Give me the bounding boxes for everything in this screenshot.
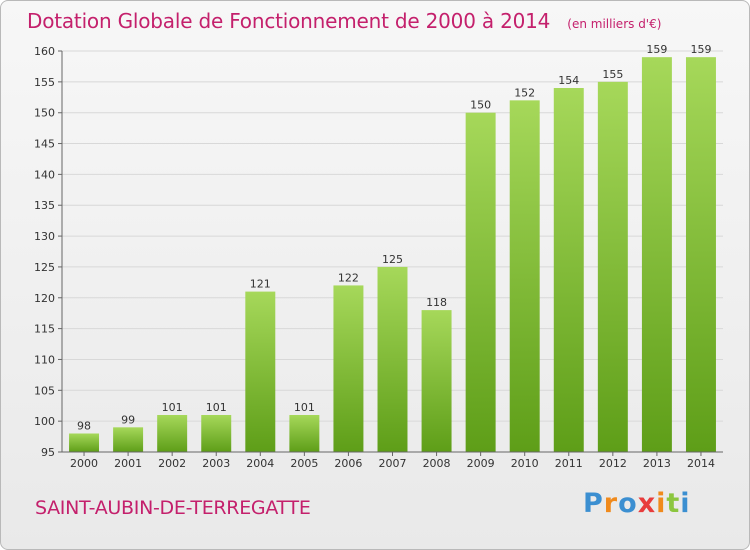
bar [685,57,716,453]
data-label: 101 [294,401,315,414]
y-tick-label: 130 [34,230,55,243]
x-tick-label: 2006 [334,457,362,470]
x-tick-label: 2010 [511,457,539,470]
x-tick-label: 2011 [555,457,583,470]
y-tick-label: 150 [34,107,55,120]
y-tick-label: 95 [41,446,55,459]
x-tick-label: 2013 [643,457,671,470]
data-label: 118 [426,296,447,309]
data-label: 98 [77,419,91,432]
bar [641,57,672,453]
data-label: 125 [382,253,403,266]
data-label: 159 [690,43,711,56]
data-label: 154 [558,74,579,87]
logo-letter: r [603,488,619,519]
logo-letter: o [618,488,638,519]
y-tick-label: 140 [34,168,55,181]
y-tick-label: 120 [34,292,55,305]
x-tick-label: 2003 [202,457,230,470]
x-tick-label: 2008 [423,457,451,470]
logo-letter: P [583,488,604,519]
bar [245,291,276,452]
bar [421,310,452,452]
title-row: Dotation Globale de Fonctionnement de 20… [27,9,661,33]
data-label: 159 [646,43,667,56]
x-tick-label: 2007 [379,457,407,470]
x-tick-label: 2000 [70,457,98,470]
data-label: 121 [250,278,271,291]
logo-letter: i [656,488,667,519]
proxiti-logo: Proxiti [583,488,691,519]
logo-letter: i [680,488,691,519]
bar [201,414,232,452]
data-label: 99 [121,413,135,426]
data-label: 152 [514,86,535,99]
bar [465,112,496,452]
y-tick-label: 100 [34,415,55,428]
y-tick-label: 135 [34,199,55,212]
x-tick-label: 2004 [246,457,274,470]
y-tick-label: 155 [34,76,55,89]
data-label: 155 [602,68,623,81]
y-tick-label: 160 [34,45,55,58]
bar [69,433,100,452]
bar [157,414,188,452]
bar [113,427,144,452]
data-label: 122 [338,271,359,284]
bar [597,81,628,452]
data-label: 101 [162,401,183,414]
x-tick-label: 2009 [467,457,495,470]
x-tick-label: 2012 [599,457,627,470]
data-label: 101 [206,401,227,414]
bar [509,100,540,452]
bar [377,266,408,452]
logo-letter: t [666,488,681,519]
bar [333,285,364,452]
data-label: 150 [470,99,491,112]
chart-subtitle: (en milliers d'€) [567,17,662,31]
x-tick-label: 2005 [290,457,318,470]
x-tick-label: 2002 [158,457,186,470]
y-tick-label: 125 [34,261,55,274]
bars: 98 99 101 101 121 101 122 125 118 150 152 154 155 159… [69,43,716,453]
y-tick-label: 110 [34,353,55,366]
x-tick-label: 2001 [114,457,142,470]
y-tick-label: 145 [34,138,55,151]
commune-name: SAINT-AUBIN-DE-TERREGATTE [35,497,311,519]
logo-letter: x [637,488,657,519]
x-tick-label: 2014 [687,457,715,470]
bar [289,414,320,452]
axes: 95 100 105 110 115 120 125 130 135 140 145 150 155 16… [34,45,723,470]
y-tick-label: 105 [34,384,55,397]
bar [553,88,584,452]
y-tick-label: 115 [34,323,55,336]
chart-title: Dotation Globale de Fonctionnement de 20… [27,9,551,33]
